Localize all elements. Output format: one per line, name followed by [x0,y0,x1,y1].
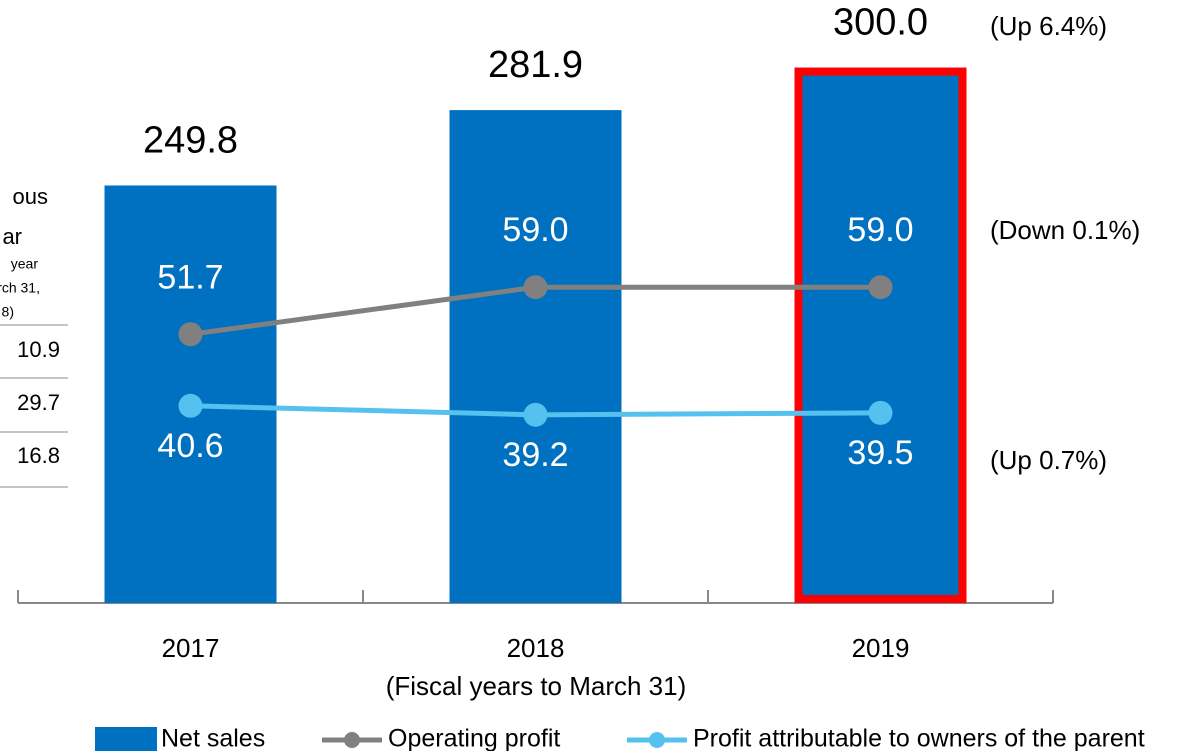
table-header: 8) [2,304,14,320]
marker [178,322,203,347]
table-header: ar [2,224,22,249]
data-label: 59.0 [502,211,568,249]
legend-label: Operating profit [388,725,560,751]
bar [449,110,622,604]
data-label: 249.8 [143,120,238,162]
table-header: ous [13,184,48,209]
marker [523,275,548,300]
marker [178,393,203,418]
data-label: 59.0 [847,211,913,249]
data-label: 281.9 [488,44,583,86]
legend-swatch [649,732,665,748]
legend-swatch [95,727,157,751]
data-label: 39.5 [847,434,913,472]
table-header: rch 31, [0,280,40,296]
data-label: 51.7 [157,258,223,296]
marker [868,275,893,300]
data-label: 300.0 [833,2,928,44]
legend-swatch [344,732,360,748]
data-label: 39.2 [502,436,568,474]
annotation: (Up 0.7%) [990,445,1107,475]
legend-label: Profit attributable to owners of the par… [693,725,1145,751]
annotation: (Down 0.1%) [990,215,1140,245]
table-cell: 16.8 [17,443,60,468]
annotation: (Up 6.4%) [990,11,1107,41]
x-axis-label: (Fiscal years to March 31) [386,671,687,701]
x-tick-label: 2019 [852,633,910,663]
bar [794,67,967,604]
legend-label: Net sales [161,725,265,751]
marker [523,402,548,427]
data-label: 40.6 [157,427,223,465]
table-cell: 10.9 [17,337,60,362]
x-tick-label: 2018 [507,633,565,663]
side-table-rules [0,324,68,488]
marker [868,400,893,425]
x-tick-label: 2017 [162,633,220,663]
table-cell: 29.7 [17,390,60,415]
table-header: year [11,256,39,272]
highlight-frame [794,67,967,604]
